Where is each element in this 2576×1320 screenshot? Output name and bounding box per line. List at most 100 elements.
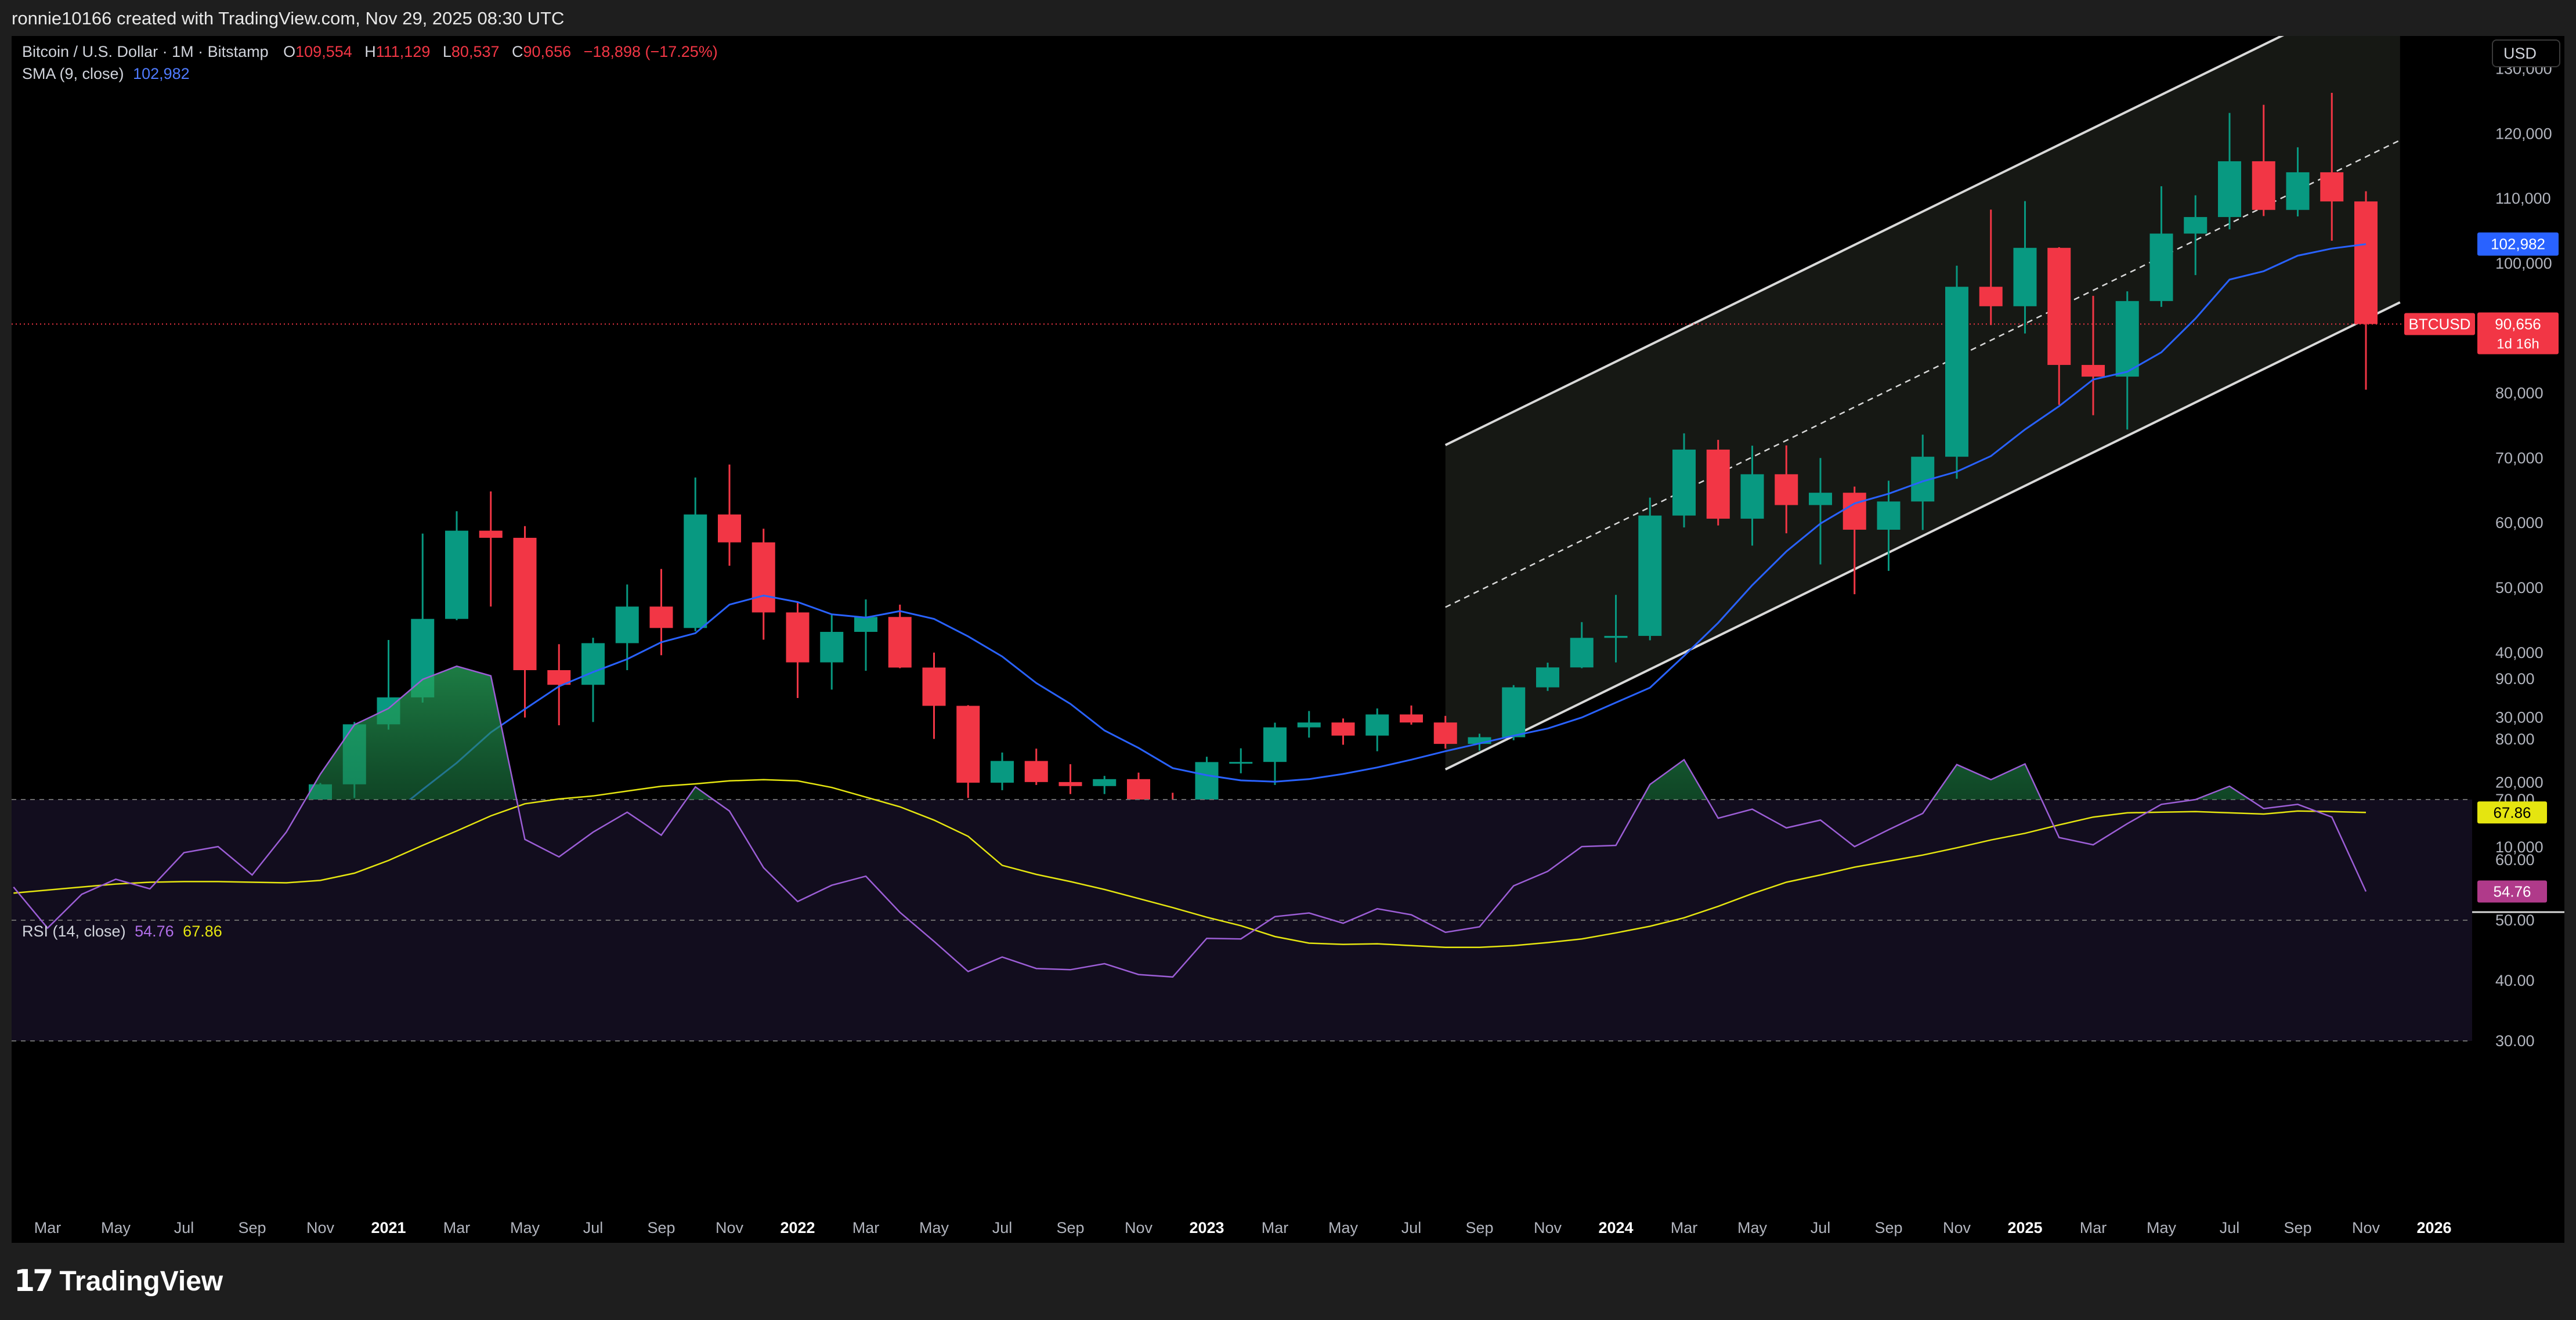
- candle[interactable]: [1468, 733, 1491, 751]
- candle[interactable]: [1672, 433, 1696, 528]
- candle[interactable]: [1775, 445, 1798, 534]
- candle[interactable]: [1433, 715, 1457, 749]
- candle[interactable]: [1024, 748, 1048, 785]
- chart-canvas[interactable]: 10,000 20,000 30,000 40,000 50,000 60,000 70,0…: [12, 36, 2564, 1243]
- rsi-line[interactable]: [13, 665, 2367, 978]
- rsi-badge[interactable]: 54.76: [2477, 880, 2547, 903]
- sma-legend-label[interactable]: SMA (9, close): [22, 65, 124, 82]
- time-axis[interactable]: Mar May Jul Sep Nov 2021 Mar May Jul Sep Nov 2022 Ma…: [34, 1219, 2452, 1236]
- candle[interactable]: [1331, 718, 1355, 745]
- candle[interactable]: [2047, 247, 2071, 405]
- channel-upper-line[interactable]: [1444, 36, 2400, 446]
- candle-body: [2047, 248, 2071, 365]
- tradingview-logo[interactable]: 17 TradingView: [14, 1264, 223, 1299]
- rsi-ma-badge[interactable]: 67.86: [2477, 801, 2547, 824]
- candle[interactable]: [2252, 104, 2275, 216]
- candle[interactable]: [445, 511, 468, 620]
- candle-body: [649, 606, 673, 628]
- candle[interactable]: [615, 584, 639, 670]
- rsi-ma-line[interactable]: [13, 779, 2367, 949]
- time-tick-label: Sep: [1874, 1219, 1902, 1236]
- candle[interactable]: [649, 569, 673, 656]
- sma-legend-value: 102,982: [133, 65, 190, 82]
- time-tick-label: May: [919, 1219, 949, 1236]
- candle[interactable]: [1877, 480, 1901, 571]
- legend-low-value: 80,537: [451, 43, 500, 60]
- candle[interactable]: [854, 599, 877, 671]
- candle[interactable]: [1706, 440, 1730, 526]
- candle[interactable]: [922, 652, 946, 739]
- candle[interactable]: [1058, 764, 1082, 794]
- candle[interactable]: [581, 638, 605, 722]
- candle-body: [888, 617, 912, 668]
- price-tick-label: 20,000: [2495, 773, 2544, 791]
- candle[interactable]: [718, 464, 741, 566]
- candle[interactable]: [2184, 195, 2208, 276]
- candle[interactable]: [513, 526, 537, 718]
- candle[interactable]: [1297, 711, 1321, 738]
- candle[interactable]: [991, 752, 1014, 790]
- candle[interactable]: [888, 605, 912, 668]
- candle[interactable]: [1127, 772, 1150, 812]
- price-tick-label: 120,000: [2495, 125, 2552, 142]
- candle[interactable]: [1638, 497, 1662, 641]
- countdown-text: 1d 16h: [2496, 336, 2539, 352]
- candle[interactable]: [1842, 486, 1866, 595]
- candle-body: [718, 514, 741, 543]
- chart-area[interactable]: 10,000 20,000 30,000 40,000 50,000 60,000 70,0…: [12, 36, 2564, 1243]
- candle[interactable]: [1400, 705, 1423, 725]
- rsi-pane[interactable]: [12, 665, 2472, 1041]
- candle[interactable]: [1502, 685, 1526, 740]
- candle-body: [786, 612, 810, 663]
- candle[interactable]: [2149, 186, 2173, 307]
- candle[interactable]: [2082, 295, 2105, 415]
- candle[interactable]: [684, 477, 707, 631]
- last-price-badge[interactable]: 90,656 1d 16h: [2477, 312, 2559, 355]
- candle[interactable]: [1263, 722, 1287, 785]
- candle[interactable]: [2320, 92, 2344, 241]
- candle[interactable]: [1365, 708, 1389, 751]
- candle[interactable]: [1093, 776, 1117, 794]
- sma-price-badge[interactable]: 102,982: [2477, 232, 2559, 256]
- candle[interactable]: [786, 601, 810, 699]
- channel-lower-line[interactable]: [1444, 301, 2401, 771]
- currency-button[interactable]: USD: [2492, 39, 2560, 67]
- time-tick-label: Jul: [1811, 1219, 1831, 1236]
- candle-body: [1570, 638, 1594, 668]
- candle[interactable]: [1604, 595, 1628, 663]
- rsi-tick-label: 90.00: [2495, 670, 2535, 688]
- candle[interactable]: [547, 644, 571, 726]
- candle[interactable]: [2115, 291, 2139, 430]
- candle[interactable]: [2286, 147, 2310, 216]
- candle[interactable]: [1536, 663, 1559, 691]
- candle-body: [1229, 762, 1253, 764]
- candle[interactable]: [1979, 209, 2003, 326]
- candle[interactable]: [956, 705, 980, 798]
- candle[interactable]: [2354, 191, 2378, 390]
- candle[interactable]: [1229, 748, 1253, 773]
- candle[interactable]: [820, 614, 844, 690]
- candle[interactable]: [752, 529, 775, 640]
- candle[interactable]: [1570, 622, 1594, 668]
- symbol-tag-badge[interactable]: BTCUSD: [2404, 313, 2475, 335]
- candle[interactable]: [1945, 265, 1968, 479]
- candle[interactable]: [2013, 201, 2037, 334]
- time-tick-label: 2023: [1189, 1219, 1224, 1236]
- candle[interactable]: [1740, 446, 1764, 546]
- candle-body: [1093, 779, 1117, 786]
- candle-body: [991, 761, 1014, 783]
- candle-body: [922, 667, 946, 706]
- candle[interactable]: [1809, 458, 1832, 565]
- candle[interactable]: [479, 491, 503, 607]
- rsi-ma-badge-bg: [2477, 801, 2547, 824]
- candle[interactable]: [2218, 113, 2241, 230]
- candle[interactable]: [1195, 757, 1219, 805]
- candle-body: [1297, 722, 1321, 728]
- legend-symbol[interactable]: Bitcoin / U.S. Dollar · 1M · Bitstamp: [22, 43, 269, 60]
- candle-body: [1331, 722, 1355, 736]
- rsi-legend-label[interactable]: RSI (14, close): [22, 923, 126, 940]
- candle[interactable]: [1911, 435, 1935, 530]
- rsi-tick-label: 50.00: [2495, 912, 2535, 929]
- time-tick-label: Sep: [1465, 1219, 1493, 1236]
